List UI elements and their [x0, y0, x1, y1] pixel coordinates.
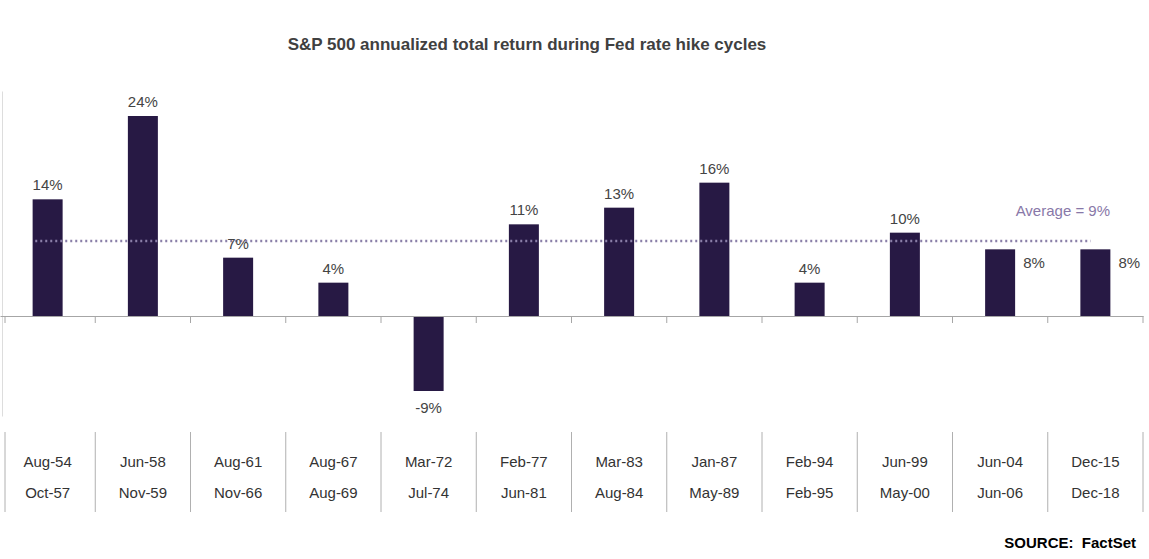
bar [890, 233, 920, 316]
category-tick [476, 316, 477, 323]
x-tick-label: Jan-87 [691, 453, 737, 470]
bar [414, 316, 444, 391]
table-divider [571, 432, 572, 512]
x-tick-label: Aug-69 [309, 484, 357, 501]
table-divider [1143, 432, 1144, 512]
category-tick [857, 316, 858, 323]
bar [33, 199, 63, 316]
bar [604, 208, 634, 316]
x-tick-label: Jun-58 [120, 453, 166, 470]
x-tick: Jun-04 Jun-06 [977, 316, 1023, 501]
data-label: 8% [1023, 254, 1045, 271]
x-tick: Dec-15 Dec-18 [1071, 316, 1119, 501]
table-divider [476, 432, 477, 512]
bar [1080, 249, 1110, 316]
category-dividers [5, 316, 1143, 512]
x-tick-label: May-00 [880, 484, 930, 501]
bar [509, 224, 539, 316]
data-label: -9% [415, 399, 442, 416]
table-divider [666, 432, 667, 512]
category-tick [666, 316, 667, 323]
x-tick-label: Feb-94 [786, 453, 834, 470]
x-tick: Aug-67 Aug-69 [309, 316, 357, 501]
data-label: 4% [799, 260, 821, 277]
category-tick [95, 316, 96, 323]
data-labels: 14% 24% 7% 4% -9% 11% 13% 16% 4% 10% 8% 8% [33, 93, 1140, 416]
x-tick: Feb-77 Jun-81 [500, 316, 548, 501]
category-tick [5, 316, 6, 323]
x-tick-label: Dec-18 [1071, 484, 1119, 501]
data-label: 13% [604, 185, 634, 202]
x-tick-label: Mar-83 [595, 453, 643, 470]
table-divider [857, 432, 858, 512]
title: S&P 500 annualized total return during F… [288, 35, 767, 54]
category-tick [571, 316, 572, 323]
x-tick-label: Feb-77 [500, 453, 548, 470]
x-tick-label: Jun-81 [501, 484, 547, 501]
y-axis-line [2, 92, 3, 417]
bar [318, 283, 348, 316]
data-label: 8% [1118, 254, 1140, 271]
x-tick-label: Jul-74 [408, 484, 449, 501]
chart: S&P 500 annualized total return during F… [0, 0, 1149, 559]
bar [699, 183, 729, 316]
average-line [35, 240, 1090, 243]
x-tick-label: Aug-61 [214, 453, 262, 470]
x-tick-label: Jun-06 [977, 484, 1023, 501]
category-tick [1047, 316, 1048, 323]
table-divider [190, 432, 191, 512]
bar [128, 116, 158, 316]
x-tick: Mar-72 Jul-74 [405, 316, 453, 501]
data-label: 10% [890, 210, 920, 227]
bar [985, 249, 1015, 316]
bar [223, 258, 253, 316]
data-label: 11% [509, 201, 538, 218]
x-tick-label: Nov-66 [214, 484, 262, 501]
x-tick-label: Aug-67 [309, 453, 357, 470]
x-tick: Mar-83 Aug-84 [595, 316, 643, 501]
x-tick-label: Aug-84 [595, 484, 643, 501]
x-tick-label: Dec-15 [1071, 453, 1119, 470]
category-tick [1143, 316, 1144, 323]
y-axis [2, 92, 4, 417]
x-tick: Jun-99 May-00 [880, 316, 930, 501]
x-tick-label: Nov-59 [119, 484, 167, 501]
x-tick-label: Feb-95 [786, 484, 834, 501]
x-tick-label: Mar-72 [405, 453, 453, 470]
table-divider [285, 432, 286, 512]
category-tick [762, 316, 763, 323]
source: SOURCE: FactSet [1004, 534, 1136, 551]
x-tick: Jun-58 Nov-59 [119, 316, 167, 501]
table-divider [952, 432, 953, 512]
data-label: 7% [227, 235, 249, 252]
table-divider [381, 432, 382, 512]
category-tick [285, 316, 286, 323]
average-label: Average = 9% [1016, 202, 1110, 219]
x-tick-label: Jun-99 [882, 453, 928, 470]
data-label: 16% [699, 160, 729, 177]
category-tick [381, 316, 382, 323]
table-divider [762, 432, 763, 512]
x-tick: Aug-54 Oct-57 [23, 316, 71, 501]
data-label: 4% [323, 260, 345, 277]
bar [795, 283, 825, 316]
table-divider [95, 432, 96, 512]
category-tick [190, 316, 191, 323]
data-label: 14% [33, 176, 63, 193]
bars [33, 116, 1111, 391]
x-tick-label: May-89 [689, 484, 739, 501]
x-tick-label: Aug-54 [23, 453, 71, 470]
table-divider [5, 432, 6, 512]
category-tick [952, 316, 953, 323]
x-tick-label: Oct-57 [25, 484, 70, 501]
x-tick-label: Jun-04 [977, 453, 1023, 470]
x-tick: Aug-61 Nov-66 [214, 316, 262, 501]
table-divider [1047, 432, 1048, 512]
data-label: 24% [128, 93, 158, 110]
x-tick: Feb-94 Feb-95 [786, 316, 834, 501]
x-tick: Jan-87 May-89 [689, 316, 739, 501]
